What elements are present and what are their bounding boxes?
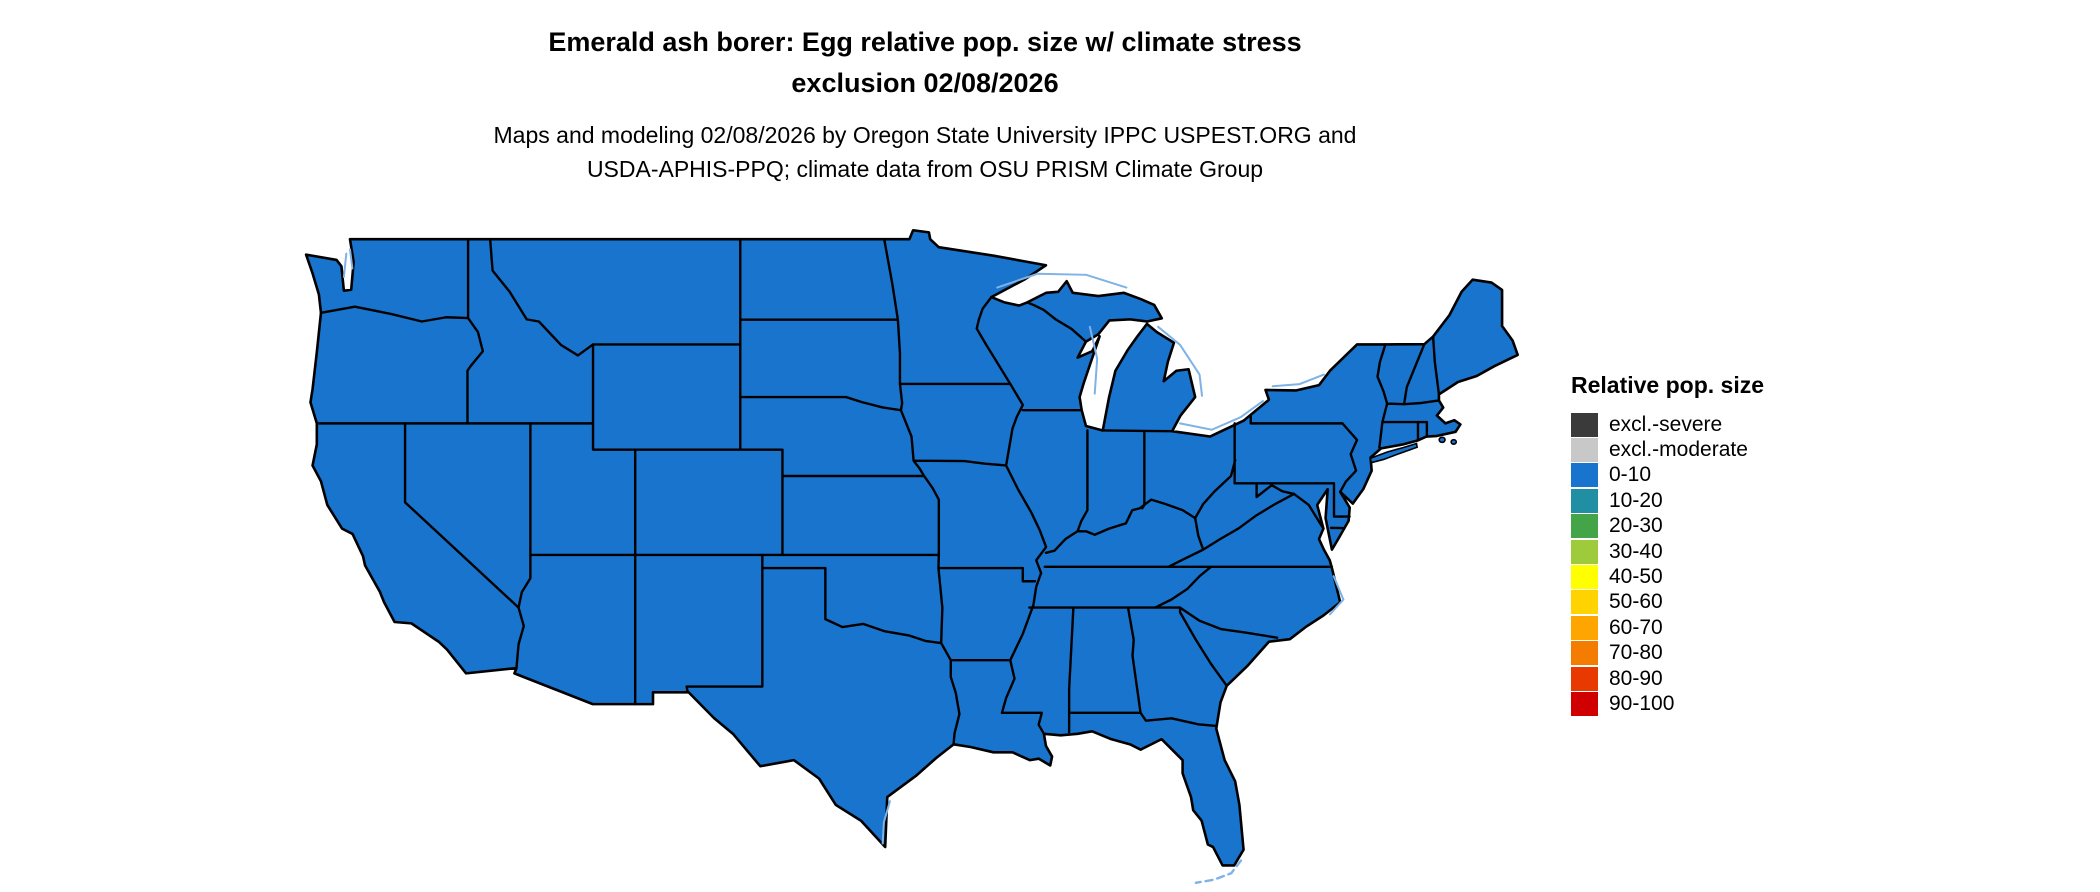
legend-swatch	[1571, 412, 1598, 437]
legend-swatch	[1571, 488, 1598, 513]
legend-items: excl.-severe excl.-moderate 0-10 10-20 20-30…	[1571, 412, 1764, 717]
subtitle-line-1: Maps and modeling 02/08/2026 by Oregon S…	[493, 122, 1357, 148]
legend-swatch	[1571, 463, 1598, 488]
legend-swatch	[1571, 565, 1598, 590]
legend-swatch	[1571, 641, 1598, 666]
water-boundary-lines	[344, 249, 1344, 843]
legend-item: 0-10	[1571, 463, 1764, 488]
legend-label: 80-90	[1609, 666, 1663, 690]
legend-item: excl.-severe	[1571, 412, 1764, 437]
page-subtitle: Maps and modeling 02/08/2026 by Oregon S…	[0, 118, 1850, 186]
legend-item: 90-100	[1571, 691, 1764, 716]
legend-label: 10-20	[1609, 488, 1663, 512]
map-container	[300, 226, 1525, 886]
title-line-1: Emerald ash borer: Egg relative pop. siz…	[548, 27, 1302, 57]
legend-item: 10-20	[1571, 488, 1764, 513]
legend-item: 70-80	[1571, 641, 1764, 666]
long-island	[1370, 444, 1417, 463]
page-title: Emerald ash borer: Egg relative pop. siz…	[0, 22, 1850, 104]
legend-swatch	[1571, 666, 1598, 691]
legend-label: 20-30	[1609, 514, 1663, 538]
us-outline	[306, 230, 1518, 865]
nantucket-island	[1451, 440, 1456, 444]
legend-item: 50-60	[1571, 590, 1764, 615]
legend-label: excl.-moderate	[1609, 438, 1748, 462]
legend-label: 30-40	[1609, 539, 1663, 563]
legend-item: 20-30	[1571, 514, 1764, 539]
legend-item: 40-50	[1571, 564, 1764, 590]
legend-item: 80-90	[1571, 666, 1764, 691]
legend-label: 0-10	[1609, 463, 1652, 487]
legend-label: 60-70	[1609, 615, 1663, 639]
legend-swatch	[1571, 590, 1598, 615]
figure-header: Emerald ash borer: Egg relative pop. siz…	[0, 22, 1850, 186]
legend-swatch	[1571, 615, 1598, 640]
legend-label: 70-80	[1609, 641, 1663, 665]
legend-label: 50-60	[1609, 590, 1663, 614]
legend-item: 30-40	[1571, 539, 1764, 564]
us-map	[300, 226, 1525, 886]
florida-keys	[1196, 861, 1241, 883]
legend-label: 90-100	[1609, 691, 1675, 715]
legend-label: 40-50	[1609, 565, 1663, 589]
title-line-2: exclusion 02/08/2026	[791, 68, 1059, 98]
legend-swatch	[1571, 514, 1598, 539]
subtitle-line-2: USDA-APHIS-PPQ; climate data from OSU PR…	[586, 156, 1264, 182]
legend-title: Relative pop. size	[1571, 372, 1765, 398]
legend-item: 60-70	[1571, 615, 1764, 640]
legend-swatch	[1571, 438, 1598, 463]
legend-item: excl.-moderate	[1571, 437, 1764, 463]
marthas-vineyard-island	[1439, 437, 1445, 442]
legend: Relative pop. size excl.-severe excl.-mod…	[1571, 372, 1764, 717]
legend-label: excl.-severe	[1609, 412, 1723, 436]
state-borders	[317, 239, 1439, 744]
legend-swatch	[1571, 539, 1598, 564]
legend-swatch	[1571, 691, 1598, 716]
